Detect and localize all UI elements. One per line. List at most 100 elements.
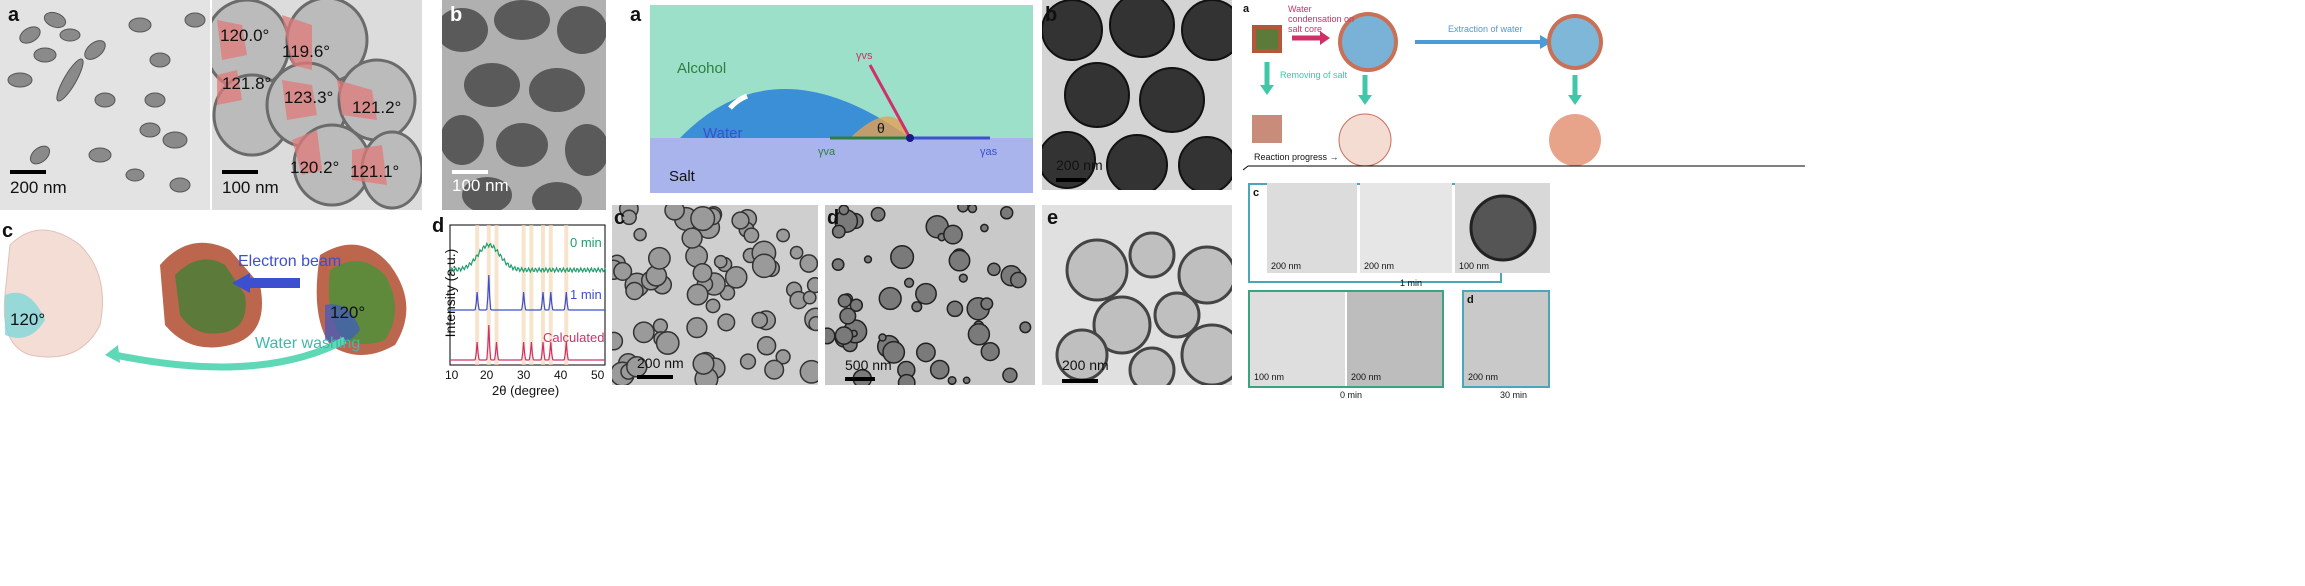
particle [686, 283, 709, 306]
peak-guide [494, 225, 499, 365]
scale-label: 100 nm [452, 176, 509, 195]
scale-bar [222, 170, 258, 174]
particle-image [442, 0, 606, 210]
particle [967, 323, 991, 346]
panel-letter: d [1467, 294, 1474, 306]
x-tick: 40 [554, 368, 568, 382]
particle [915, 282, 937, 305]
particle [987, 262, 1001, 277]
particle [890, 245, 915, 270]
particle [705, 298, 721, 314]
panel-letter: c [614, 207, 626, 229]
angle-label: 120.0° [220, 26, 270, 45]
extraction-label: Extraction of water [1448, 24, 1523, 34]
scale-bar [10, 170, 46, 174]
angle-image [212, 0, 422, 210]
scale-label: 200 nm [1062, 357, 1109, 373]
panel-letter: c [1253, 187, 1260, 199]
particle [943, 224, 963, 245]
particle [775, 349, 791, 365]
scale-bar [1056, 178, 1086, 182]
series-label: 0 min [570, 235, 602, 250]
fig1-panel-a-left: a 200 nm [0, 0, 210, 210]
time-label: 0 min [1340, 390, 1363, 400]
particle [713, 254, 728, 269]
angle-label: 120° [10, 310, 46, 329]
particle [980, 223, 989, 233]
particle-image [825, 205, 1032, 385]
angle-label: 123.3° [284, 88, 334, 107]
particle [947, 375, 957, 385]
panel-letter: c [2, 220, 14, 242]
particle [655, 331, 680, 355]
series-label: Calculated [543, 330, 605, 345]
particle [686, 316, 708, 339]
theta-label: θ [877, 120, 885, 136]
water-condensation-label: Water condensation on salt core [1288, 4, 1355, 34]
fig1-panel-b: b 100 nm [442, 0, 606, 210]
scale-bar [845, 377, 875, 381]
scale-label: 200 nm [637, 355, 684, 371]
removing-salt-label: Removing of salt [1280, 70, 1348, 80]
fig1-panel-a-right: 120.0° 119.6° 121.8° 123.3° 121.2° 120.2… [212, 0, 422, 210]
particle-image [1042, 0, 1232, 190]
fig3-panel-c-image-3: 100 nm [1455, 183, 1550, 273]
scale-bar [452, 170, 488, 174]
particle [717, 313, 736, 332]
particle [878, 286, 902, 311]
scale-label: 100 nm [222, 178, 279, 197]
particle [806, 277, 818, 294]
series-label: 1 min [570, 287, 602, 302]
fig2-panel-e: e 200 nm [1042, 205, 1232, 385]
fig3-panel-d-frame: d 200 nm [1462, 290, 1550, 388]
particle [839, 307, 857, 325]
particle [808, 315, 818, 332]
scale-label: 100 nm [1459, 261, 1490, 271]
panel-letter: e [1047, 207, 1059, 229]
particle [789, 245, 804, 260]
scale-label: 200 nm [1056, 157, 1103, 173]
scale-label: 200 nm [1351, 372, 1382, 382]
angle-label: 121.8° [222, 74, 272, 93]
angle-label: 121.1° [350, 162, 400, 181]
series-line [449, 241, 606, 274]
angle-label: 120° [330, 303, 366, 322]
panel-letter: d [432, 215, 445, 237]
particle [948, 249, 971, 272]
angle-label: 119.6° [282, 42, 331, 61]
particle [929, 359, 950, 380]
particle [957, 205, 969, 213]
washing-schematic [3, 229, 407, 371]
fig3-panel-b-image-2: 200 nm [1347, 292, 1442, 386]
particle [632, 321, 655, 344]
electron-beam-label: Electron beam [238, 253, 342, 270]
particle [1019, 321, 1032, 334]
panel-letter: d [827, 207, 840, 229]
particle [799, 359, 818, 384]
particle [897, 373, 916, 385]
axes-frame [449, 224, 606, 366]
particle [915, 342, 936, 363]
particle [870, 206, 886, 222]
particle [799, 254, 818, 273]
angle-label: 121.2° [352, 98, 402, 117]
particle [980, 341, 1000, 362]
contact-angle-schematic [650, 5, 1033, 193]
x-tick: 30 [517, 368, 531, 382]
fig3-schematic: a Water condensation on salt core Extrac… [1240, 0, 2305, 230]
fig2-panel-a: a Alcohol Water Salt θ γvs γva γas [625, 0, 1035, 200]
particle [831, 258, 845, 272]
angle-label: 120.2° [290, 158, 340, 177]
particle [626, 356, 648, 378]
particle [838, 205, 850, 216]
panel-letter: a [8, 4, 20, 26]
particle [612, 331, 624, 351]
x-tick: 10 [445, 368, 459, 382]
reaction-progress-label: Reaction progress → [1254, 152, 1339, 162]
particle-image [1055, 231, 1232, 385]
particle [882, 340, 906, 364]
particle [664, 205, 685, 221]
fig3-panel-c-image-1: 200 nm [1267, 183, 1357, 273]
particle [613, 261, 633, 281]
particle [751, 311, 769, 329]
